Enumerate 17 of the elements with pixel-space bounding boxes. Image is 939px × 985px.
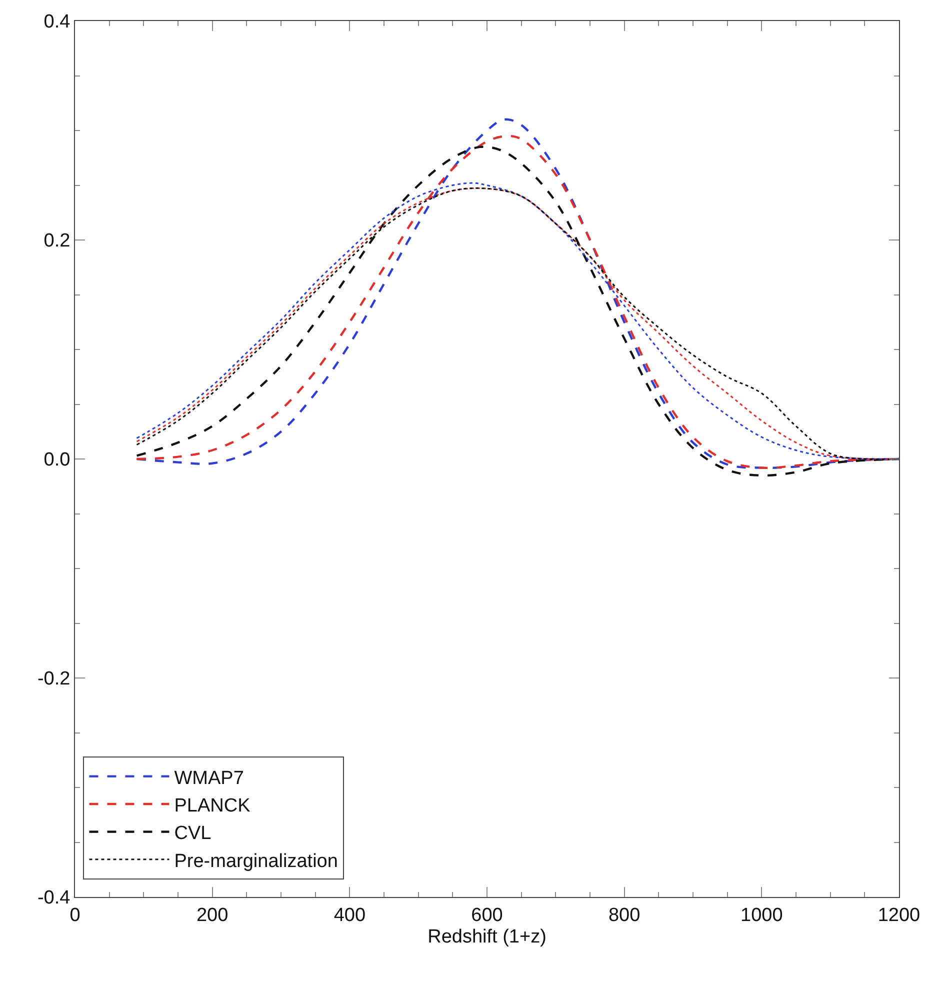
x-tick-label: 600 <box>471 904 503 926</box>
x-tick-label: 800 <box>608 904 640 926</box>
y-tick-label: -0.4 <box>37 888 71 909</box>
x-tick-label: 1200 <box>878 904 920 926</box>
x-tick-label: 400 <box>334 904 366 926</box>
x-axis-title: Redshift (1+z) <box>428 926 546 948</box>
legend-label: Pre-marginalization <box>174 850 338 872</box>
x-tick-label: 0 <box>70 904 80 926</box>
y-tick-label: 0.2 <box>44 230 70 252</box>
y-tick-label: 0.0 <box>44 450 70 471</box>
x-tick-label: 1000 <box>740 904 783 926</box>
legend-label: PLANCK <box>174 795 251 816</box>
x-tick-label: 200 <box>196 904 228 926</box>
legend-label: WMAP7 <box>174 768 244 789</box>
legend-label: CVL <box>174 823 212 844</box>
y-tick-label: 0.4 <box>44 12 71 33</box>
y-tick-label: -0.2 <box>37 668 70 690</box>
